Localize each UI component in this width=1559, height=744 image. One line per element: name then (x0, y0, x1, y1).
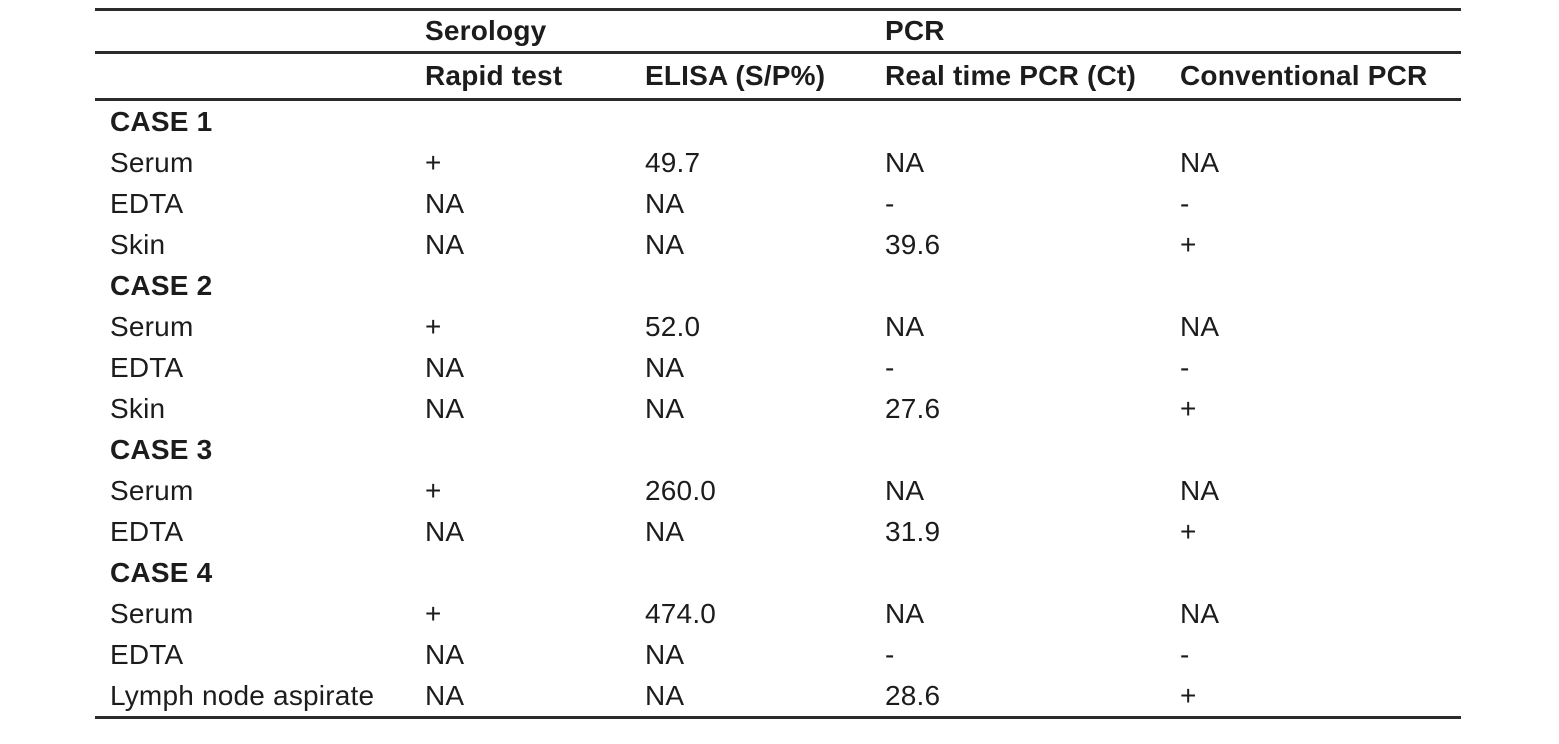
cell-rapid-test: NA (425, 638, 465, 670)
case-header-row: CASE 2 (95, 265, 1461, 306)
case-header-row: CASE 1 (95, 100, 1461, 143)
table-row: Skin NA NA 27.6 + (95, 388, 1461, 429)
cell-sample: EDTA (110, 187, 184, 219)
table-row: EDTA NA NA 31.9 + (95, 511, 1461, 552)
cell-sample: Serum (110, 474, 194, 506)
cell-sample: EDTA (110, 638, 184, 670)
cell-sample: Serum (110, 146, 194, 178)
cell-rapid-test: NA (425, 187, 465, 219)
cell-elisa-sp: 474.0 (645, 597, 717, 629)
group-header-empty (95, 9, 425, 54)
case-label: CASE 4 (110, 556, 213, 588)
cell-real-time-pcr-ct: NA (885, 310, 925, 342)
group-header-serology: Serology (425, 9, 886, 54)
case-label: CASE 2 (110, 269, 213, 301)
table-row: Serum +52.0 NA NA (95, 306, 1461, 347)
cell-rapid-test: NA (425, 351, 465, 383)
cell-elisa-sp: 49.7 (645, 146, 701, 178)
table-row: EDTA NA NA - - (95, 183, 1461, 224)
case-header-row: CASE 3 (95, 429, 1461, 470)
cell-elisa-sp: NA (645, 392, 685, 424)
case-header-row: CASE 4 (95, 552, 1461, 593)
cell-conventional-pcr: + (1180, 228, 1197, 260)
cell-conventional-pcr: + (1180, 392, 1197, 424)
cell-rapid-test: NA (425, 515, 465, 547)
cell-rapid-test: NA (425, 392, 465, 424)
group-header-row: Serology PCR (95, 9, 1462, 54)
cell-real-time-pcr-ct: 28.6 (885, 679, 941, 711)
column-header-conventional-pcr: Conventional PCR (1180, 52, 1462, 101)
cell-elisa-sp: NA (645, 351, 685, 383)
cell-real-time-pcr-ct: - (885, 351, 895, 383)
table-body: CASE 1 Serum +49.7 NA NA EDTA NA NA - - Skin NA NA 39… (95, 100, 1461, 718)
cell-real-time-pcr-ct: - (885, 638, 895, 670)
cell-real-time-pcr-ct: NA (885, 597, 925, 629)
case-label: CASE 3 (110, 433, 213, 465)
cell-sample: Serum (110, 310, 194, 342)
cell-rapid-test: + (425, 310, 442, 342)
column-header-rapid-test: Rapid test (425, 52, 645, 101)
case-label: CASE 1 (110, 105, 213, 137)
cell-conventional-pcr: + (1180, 515, 1197, 547)
cell-conventional-pcr: NA (1180, 597, 1220, 629)
cell-real-time-pcr-ct: 31.9 (885, 515, 941, 547)
table-row: Serum +474.0 NA NA (95, 593, 1461, 634)
cell-rapid-test: + (425, 597, 442, 629)
column-header-real-time-pcr: Real time PCR (Ct) (885, 52, 1181, 101)
cell-sample: Skin (110, 228, 166, 260)
table-row: Lymph node aspirate NA NA 28.6 + (95, 675, 1461, 718)
cell-conventional-pcr: - (1180, 638, 1190, 670)
cell-elisa-sp: NA (645, 679, 685, 711)
cell-conventional-pcr: - (1180, 187, 1190, 219)
group-header-pcr: PCR (885, 9, 1462, 54)
column-header-elisa: ELISA (S/P%) (645, 52, 886, 101)
cell-real-time-pcr-ct: NA (885, 146, 925, 178)
cell-sample: Serum (110, 597, 194, 629)
results-table: Serology PCR Rapid test ELISA (S/P%) Rea… (95, 8, 1462, 719)
cell-elisa-sp: 52.0 (645, 310, 701, 342)
table-row: Serum +260.0 NA NA (95, 470, 1461, 511)
column-header-row: Rapid test ELISA (S/P%) Real time PCR (C… (95, 52, 1462, 101)
table-row: EDTA NA NA - - (95, 347, 1461, 388)
cell-sample: EDTA (110, 515, 184, 547)
table-head: Serology PCR Rapid test ELISA (S/P%) Rea… (95, 9, 1462, 101)
cell-sample: Lymph node aspirate (110, 679, 375, 711)
cell-rapid-test: NA (425, 679, 465, 711)
cell-elisa-sp: NA (645, 187, 685, 219)
cell-rapid-test: + (425, 146, 442, 178)
cell-conventional-pcr: NA (1180, 474, 1220, 506)
cell-elisa-sp: NA (645, 515, 685, 547)
cell-rapid-test: + (425, 474, 442, 506)
cell-conventional-pcr: NA (1180, 146, 1220, 178)
cell-real-time-pcr-ct: 27.6 (885, 392, 941, 424)
cell-elisa-sp: NA (645, 638, 685, 670)
cell-conventional-pcr: - (1180, 351, 1190, 383)
cell-elisa-sp: NA (645, 228, 685, 260)
cell-sample: Skin (110, 392, 166, 424)
cell-real-time-pcr-ct: 39.6 (885, 228, 941, 260)
cell-real-time-pcr-ct: NA (885, 474, 925, 506)
cell-conventional-pcr: + (1180, 679, 1197, 711)
cell-conventional-pcr: NA (1180, 310, 1220, 342)
cell-real-time-pcr-ct: - (885, 187, 895, 219)
table-row: Skin NA NA 39.6 + (95, 224, 1461, 265)
table-row: Serum +49.7 NA NA (95, 142, 1461, 183)
table-row: EDTA NA NA - - (95, 634, 1461, 675)
cell-sample: EDTA (110, 351, 184, 383)
cell-elisa-sp: 260.0 (645, 474, 717, 506)
cell-rapid-test: NA (425, 228, 465, 260)
column-header-sample (95, 52, 425, 101)
